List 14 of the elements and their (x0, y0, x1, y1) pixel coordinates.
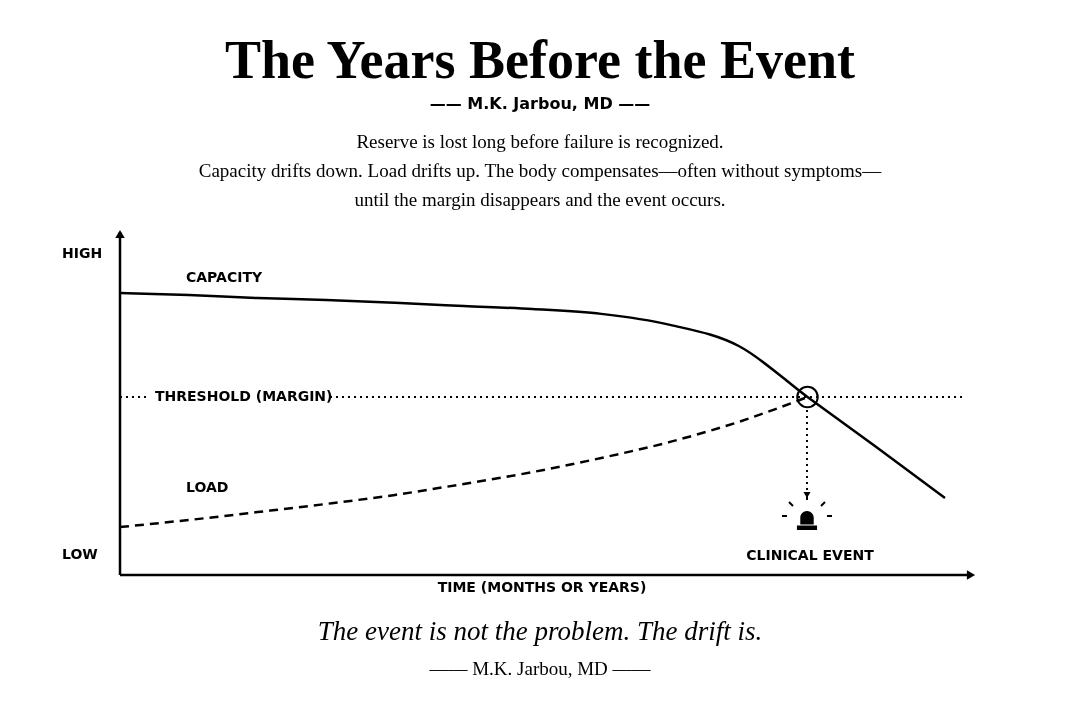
x-axis-title: TIME (MONTHS OR YEARS) (437, 579, 647, 595)
text: Reserve is lost long before failure is recognized. (356, 131, 724, 152)
annotation: CLINICAL EVENT (746, 547, 875, 563)
chart-subtitle: —— M.K. Jarbou, MD —— (429, 94, 651, 113)
text: —— M.K. Jarbou, MD —— (428, 658, 652, 679)
text: The event is not the problem. The drift is. (317, 616, 763, 646)
ref-line-label: THRESHOLD (MARGIN) (155, 388, 333, 405)
text: until the margin disappears and the event occurs. (354, 189, 726, 210)
series-label: CAPACITY (186, 269, 263, 285)
series-label: LOAD (186, 479, 229, 495)
text: HIGH (62, 245, 103, 261)
text: Capacity drifts down. Load drifts up. The body compensates—often without symptoms— (198, 160, 883, 181)
text: LOW (62, 546, 98, 562)
chart-title: The Years Before the Event (225, 30, 855, 90)
